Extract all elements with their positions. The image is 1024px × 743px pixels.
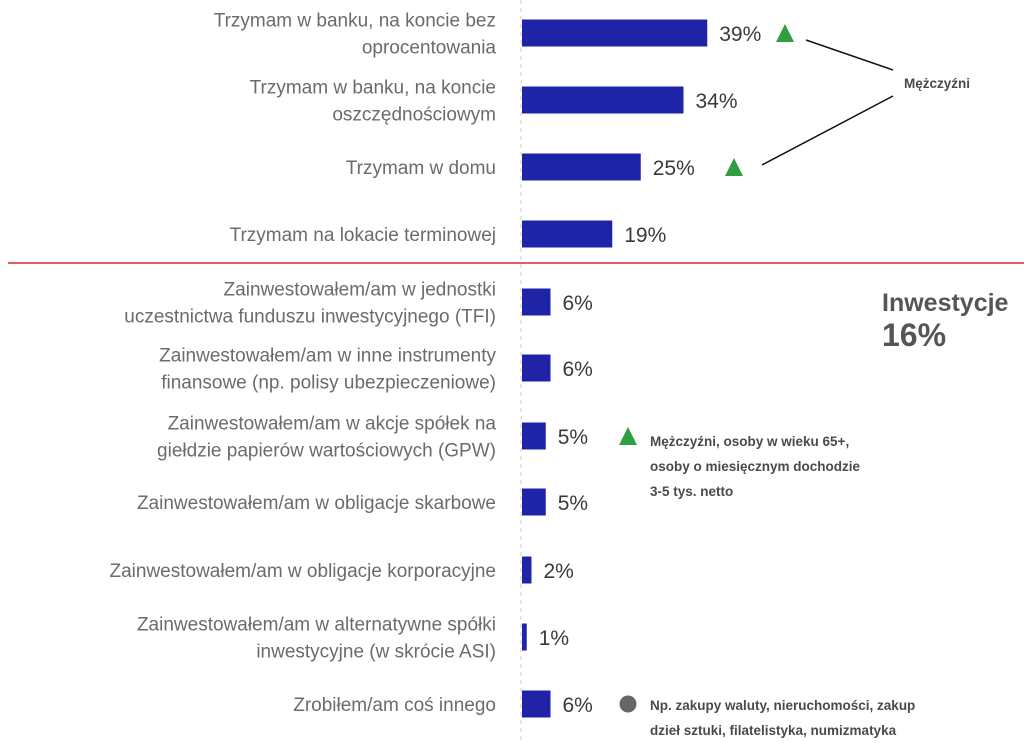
value-label: 6% xyxy=(563,694,593,717)
bar xyxy=(522,690,551,718)
category-label: Trzymam w domu xyxy=(346,158,496,179)
men-callout-label: Mężczyźni xyxy=(904,76,970,91)
category-label: Zainwestowałem/am w jednostki xyxy=(224,280,496,301)
category-label: oszczędnościowym xyxy=(332,105,496,126)
category-label: uczestnictwa funduszu inwestycyjnego (TF… xyxy=(124,307,496,328)
category-label: Zainwestowałem/am w obligacje skarbowe xyxy=(137,493,496,514)
bar xyxy=(522,556,532,584)
value-label: 2% xyxy=(544,560,574,583)
category-label: Zainwestowałem/am w obligacje korporacyj… xyxy=(109,561,496,582)
value-label: 6% xyxy=(563,358,593,381)
category-label: Zainwestowałem/am w akcje spółek na xyxy=(168,414,497,435)
other-callout-line-2: dzieł sztuki, filatelistyka, numizmatyka xyxy=(650,723,897,738)
value-label: 1% xyxy=(539,627,569,650)
value-label: 5% xyxy=(558,492,588,515)
category-label: Zainwestowałem/am w inne instrumenty xyxy=(159,346,496,367)
bar xyxy=(522,288,551,316)
investments-value: 16% xyxy=(882,317,946,353)
bar xyxy=(522,153,641,181)
category-label: oprocentowania xyxy=(362,38,497,59)
value-label: 19% xyxy=(624,224,666,247)
gpw-callout-line-1: Mężczyźni, osoby w wieku 65+, xyxy=(650,434,849,449)
callouts: Mężczyźni Mężczyźni, osoby w wieku 65+, … xyxy=(650,39,1009,738)
category-label: Trzymam w banku, na koncie bez xyxy=(214,11,496,32)
note-dot-marker xyxy=(619,695,637,713)
bar xyxy=(522,86,684,114)
gpw-callout-line-3: 3-5 tys. netto xyxy=(650,484,733,499)
bars xyxy=(522,19,708,718)
investments-title: Inwestycje xyxy=(882,289,1009,317)
value-label: 6% xyxy=(563,292,593,315)
men-callout-line-top xyxy=(805,39,894,71)
category-label: giełdzie papierów wartościowych (GPW) xyxy=(157,441,496,462)
increase-marker xyxy=(619,427,637,445)
category-label: Zainwestowałem/am w alternatywne spółki xyxy=(137,615,496,636)
bar xyxy=(522,422,546,450)
category-label: inwestycyjne (w skrócie ASI) xyxy=(256,642,496,663)
bar xyxy=(522,19,708,47)
value-label: 5% xyxy=(558,426,588,449)
bar xyxy=(522,220,613,248)
value-label: 25% xyxy=(653,157,695,180)
increase-marker xyxy=(725,158,743,176)
value-label: 39% xyxy=(719,23,761,46)
gpw-callout-line-2: osoby o miesięcznym dochodzie xyxy=(650,459,861,474)
value-label: 34% xyxy=(696,90,738,113)
bar xyxy=(522,623,527,651)
value-labels: 39% 34% 25% 19% 6% 6% 5% 5% 2% 1% 6% xyxy=(539,23,762,717)
increase-marker xyxy=(776,24,794,42)
men-callout-line-bottom xyxy=(761,95,894,166)
bar xyxy=(522,488,546,516)
category-labels: Trzymam w banku, na koncie bez oprocentow… xyxy=(109,11,496,717)
bar xyxy=(522,354,551,382)
category-label: Trzymam w banku, na koncie xyxy=(250,78,496,99)
other-callout-line-1: Np. zakupy waluty, nieruchomości, zakup xyxy=(650,698,915,713)
markers xyxy=(619,24,794,713)
category-label: finansowe (np. polisy ubezpieczeniowe) xyxy=(161,373,496,394)
category-label: Zrobiłem/am coś innego xyxy=(293,695,496,716)
category-label: Trzymam na lokacie terminowej xyxy=(230,225,496,246)
